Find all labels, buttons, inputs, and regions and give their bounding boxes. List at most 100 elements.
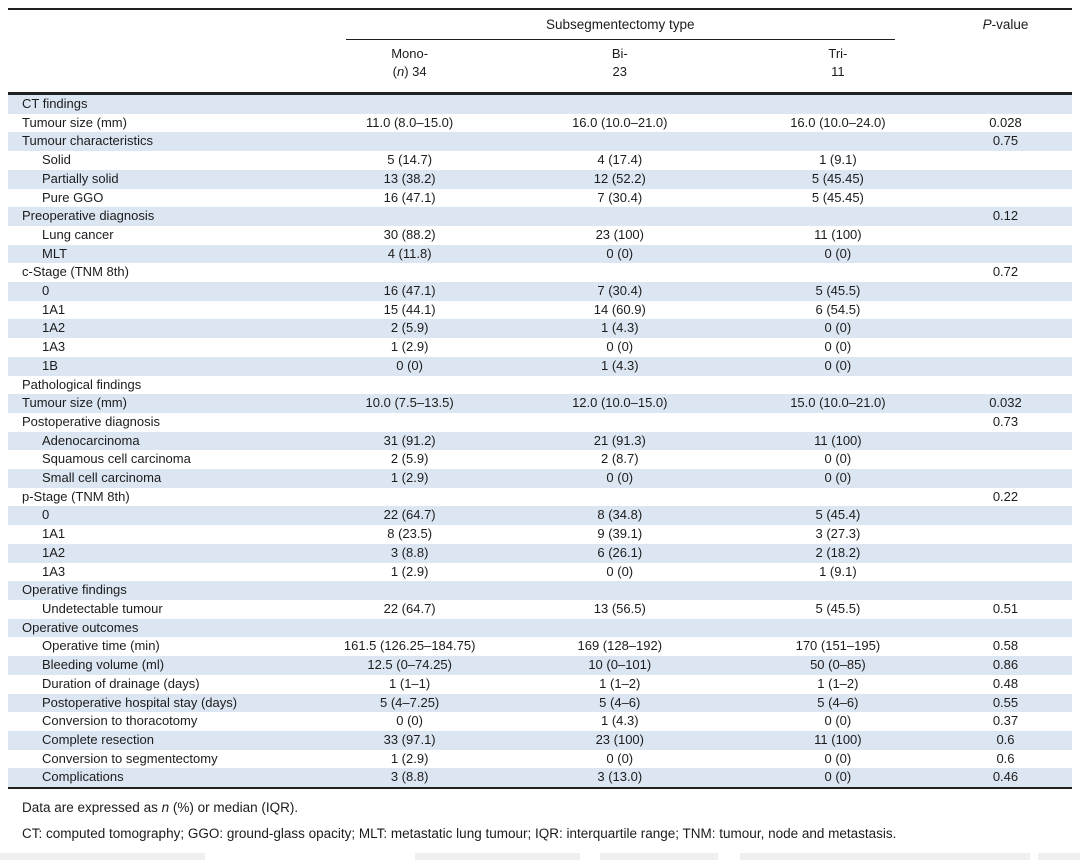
row-label: CT findings bbox=[22, 96, 88, 111]
cell-mono: 3 (8.8) bbox=[390, 544, 429, 560]
cell-mono: 1 (2.9) bbox=[390, 563, 429, 579]
cell-tri bbox=[737, 581, 939, 600]
row-label: Bleeding volume (ml) bbox=[42, 657, 165, 673]
table-row: Operative outcomes bbox=[8, 618, 1072, 638]
row-label: 1A2 bbox=[42, 320, 66, 336]
cell-mono: 15 (44.1) bbox=[383, 301, 436, 317]
table-row: 0 16 (47.1) 7 (30.4) 5 (45.5) bbox=[8, 282, 1072, 301]
footnote-data-expression: Data are expressed as n (%) or median (I… bbox=[22, 800, 299, 816]
row-label: 1A1 bbox=[42, 301, 66, 317]
cell-mono: 30 (88.2) bbox=[383, 226, 436, 242]
row-label: Adenocarcinoma bbox=[42, 432, 140, 448]
cell-tri: 16.0 (10.0–24.0) bbox=[790, 114, 886, 130]
bottom-strip-segment bbox=[600, 853, 718, 860]
footnote-abbreviations: CT: computed tomography; GGO: ground-gla… bbox=[22, 826, 897, 842]
cell-pvalue: 0.73 bbox=[992, 413, 1019, 429]
table-row: p-Stage (TNM 8th) 0.22 bbox=[8, 488, 1072, 507]
table-row: Postoperative hospital stay (days) 5 (4–7… bbox=[8, 693, 1072, 713]
cell-bi: 0 (0) bbox=[606, 339, 634, 355]
cell-pvalue bbox=[939, 151, 1072, 170]
cell-pvalue: 0.75 bbox=[992, 133, 1019, 149]
table-row: Operative time (min) 161.5 (126.25–184.75… bbox=[8, 637, 1072, 656]
cell-mono bbox=[317, 488, 503, 507]
cell-pvalue: 0.58 bbox=[992, 638, 1019, 654]
cell-pvalue: 0.12 bbox=[992, 208, 1019, 224]
cell-bi: 16.0 (10.0–21.0) bbox=[572, 114, 668, 130]
cell-pvalue bbox=[939, 282, 1072, 301]
cell-mono: 10.0 (7.5–13.5) bbox=[365, 395, 454, 411]
table-body: CT findings Tumour size (mm) 11.0 (8.0–15.… bbox=[8, 93, 1072, 789]
cell-mono bbox=[317, 376, 503, 395]
cell-mono: 11.0 (8.0–15.0) bbox=[366, 114, 454, 130]
cell-mono bbox=[317, 263, 503, 282]
cell-pvalue bbox=[939, 319, 1072, 338]
table-row: Conversion to segmentectomy 1 (2.9) 0 (0) 0… bbox=[8, 750, 1072, 769]
table-row: 1A3 1 (2.9) 0 (0) 0 (0) bbox=[8, 338, 1072, 357]
table-row: 1A1 15 (44.1) 14 (60.9) 6 (54.5) bbox=[8, 301, 1072, 320]
cell-tri: 11 (100) bbox=[814, 432, 862, 448]
group-header-cell: Subsegmentectomy type bbox=[317, 9, 939, 40]
cell-bi: 1 (4.3) bbox=[600, 320, 639, 336]
cell-tri: 11 (100) bbox=[814, 226, 862, 242]
cell-mono bbox=[317, 581, 503, 600]
cell-bi bbox=[503, 94, 737, 114]
cell-bi: 2 (8.7) bbox=[600, 451, 639, 467]
cell-bi: 21 (91.3) bbox=[593, 432, 646, 448]
cell-bi bbox=[503, 376, 737, 395]
cell-mono: 13 (38.2) bbox=[383, 170, 436, 186]
table-row: Complete resection 33 (97.1) 23 (100) 11 (1… bbox=[8, 730, 1072, 750]
cell-pvalue: 0.6 bbox=[996, 731, 1015, 747]
cell-tri: 0 (0) bbox=[824, 750, 852, 766]
cell-mono: 1 (2.9) bbox=[390, 339, 429, 355]
cell-tri: 0 (0) bbox=[824, 245, 852, 261]
table-row: Adenocarcinoma 31 (91.2) 21 (91.3) 11 (100) bbox=[8, 431, 1072, 451]
cell-tri: 15.0 (10.0–21.0) bbox=[790, 395, 886, 411]
row-label: Tumour size (mm) bbox=[22, 114, 127, 130]
cell-tri: 0 (0) bbox=[824, 357, 852, 373]
row-label: p-Stage (TNM 8th) bbox=[22, 488, 130, 504]
table-row: Partially solid 13 (38.2) 12 (52.2) 5 (45.4… bbox=[8, 169, 1072, 189]
cell-pvalue: 0.72 bbox=[992, 264, 1019, 280]
row-label: Duration of drainage (days) bbox=[42, 675, 200, 691]
row-label: Operative outcomes bbox=[22, 619, 139, 635]
cell-mono: 33 (97.1) bbox=[383, 731, 436, 747]
cell-tri: 5 (45.5) bbox=[815, 283, 861, 299]
row-label: 0 bbox=[42, 507, 50, 523]
table-row: Squamous cell carcinoma 2 (5.9) 2 (8.7) 0 (… bbox=[8, 450, 1072, 469]
table-row: Preoperative diagnosis 0.12 bbox=[8, 207, 1072, 226]
cell-pvalue bbox=[939, 170, 1072, 189]
cell-bi: 0 (0) bbox=[606, 245, 634, 261]
cell-tri: 0 (0) bbox=[824, 451, 852, 467]
bottom-strip-segment bbox=[1038, 853, 1080, 860]
cell-tri: 5 (45.5) bbox=[815, 600, 861, 616]
group-header-row: Subsegmentectomy type P-value bbox=[8, 9, 1072, 40]
cell-mono: 2 (5.9) bbox=[390, 451, 429, 467]
cell-tri: 0 (0) bbox=[824, 713, 852, 729]
row-label: Pathological findings bbox=[22, 376, 142, 392]
cell-bi: 0 (0) bbox=[606, 750, 634, 766]
cell-tri: 0 (0) bbox=[824, 470, 852, 486]
column-header-bi-count: 23 bbox=[612, 64, 627, 79]
table-row: Tumour size (mm) 11.0 (8.0–15.0) 16.0 (10.… bbox=[8, 114, 1072, 133]
cell-tri: 50 (0–85) bbox=[810, 657, 866, 673]
cell-tri: 6 (54.5) bbox=[815, 301, 861, 317]
column-header-mono: Mono- (n) 34 bbox=[317, 40, 503, 94]
cell-pvalue bbox=[939, 469, 1072, 488]
cell-bi: 7 (30.4) bbox=[597, 189, 643, 205]
table-row: Postoperative diagnosis 0.73 bbox=[8, 413, 1072, 432]
cell-tri: 3 (27.3) bbox=[815, 526, 861, 542]
cell-mono: 5 (4–7.25) bbox=[380, 694, 440, 710]
row-label: 1B bbox=[42, 357, 58, 373]
cell-mono bbox=[317, 132, 503, 151]
row-label: Solid bbox=[42, 152, 71, 168]
cell-tri bbox=[737, 488, 939, 507]
table-row: Lung cancer 30 (88.2) 23 (100) 11 (100) bbox=[8, 226, 1072, 245]
row-label: Partially solid bbox=[42, 170, 119, 186]
cell-tri: 1 (1–2) bbox=[817, 675, 859, 691]
bottom-strip-segment bbox=[415, 853, 580, 860]
row-label: Lung cancer bbox=[42, 226, 114, 242]
pvalue-rest: -value bbox=[991, 17, 1029, 32]
cell-mono: 16 (47.1) bbox=[383, 189, 436, 205]
table-row: 1A2 2 (5.9) 1 (4.3) 0 (0) bbox=[8, 319, 1072, 339]
cell-pvalue bbox=[939, 581, 1072, 600]
